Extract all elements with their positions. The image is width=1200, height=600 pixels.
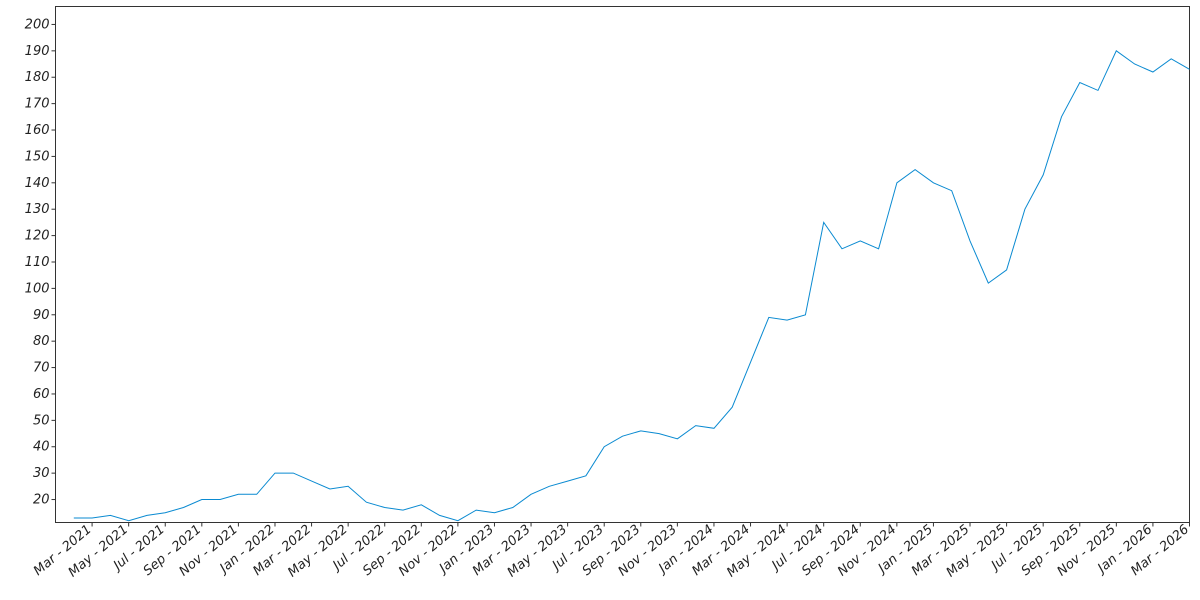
- y-tick-label: 90: [33, 308, 50, 323]
- y-tick-label: 20: [33, 493, 50, 508]
- y-tick-label: 160: [25, 123, 50, 138]
- y-tick-label: 30: [33, 466, 50, 481]
- price-line: [73, 50, 1190, 522]
- y-tick-label: 180: [25, 70, 50, 85]
- y-tick-label: 140: [25, 176, 50, 191]
- y-tick-label: 130: [25, 202, 50, 217]
- y-tick-label: 70: [33, 361, 50, 376]
- y-tick-label: 170: [25, 97, 50, 112]
- y-tick-label: 200: [25, 17, 50, 32]
- y-tick-label: 110: [25, 255, 50, 270]
- y-tick-label: 150: [25, 149, 50, 164]
- y-tick-label: 190: [25, 44, 50, 59]
- plot-frame: [55, 6, 1190, 523]
- y-tick-label: 50: [33, 413, 50, 428]
- y-tick-label: 80: [33, 334, 50, 349]
- y-tick-label: 40: [33, 440, 50, 455]
- y-tick-label: 60: [33, 387, 50, 402]
- y-tick-label: 120: [25, 229, 50, 244]
- y-tick-label: 100: [25, 281, 50, 296]
